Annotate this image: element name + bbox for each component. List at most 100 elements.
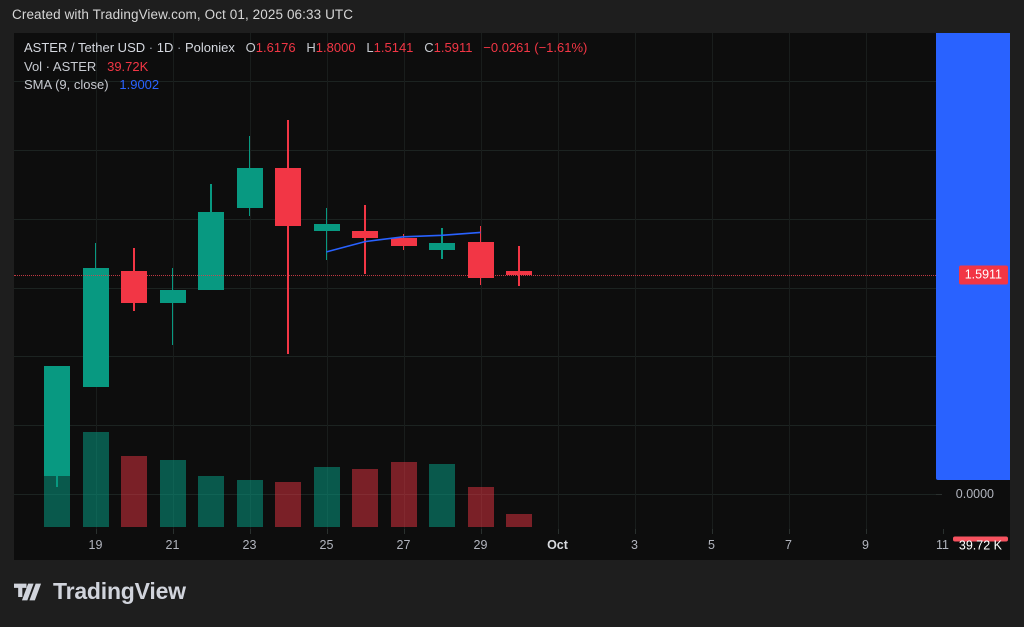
time-axis-label: 7 — [785, 538, 792, 552]
tradingview-logo-icon — [14, 583, 42, 600]
volume-bar — [159, 459, 186, 527]
candle-body — [44, 365, 70, 477]
chart-card[interactable]: 3.00002.50002.00001.50001.00000.50000.00… — [14, 33, 1010, 560]
sma-line — [326, 231, 481, 253]
sma-label: SMA (9, close) — [24, 77, 109, 92]
plot-area[interactable] — [14, 33, 936, 529]
time-axis-label: 9 — [862, 538, 869, 552]
sma-value: 1.9002 — [119, 77, 160, 92]
ohlc-low-value: 1.5141 — [373, 40, 414, 55]
time-axis-tick — [173, 529, 174, 534]
time-axis-label: 29 — [473, 538, 488, 552]
gridline-vertical — [404, 33, 405, 529]
candle-wick — [364, 204, 366, 274]
change-value: −0.0261 — [483, 40, 531, 55]
gridline-horizontal — [14, 218, 936, 220]
tradingview-wordmark: TradingView — [53, 578, 186, 604]
time-axis-tick — [250, 529, 251, 534]
candle-body — [82, 268, 109, 387]
gridline-vertical — [712, 33, 713, 529]
gridline-horizontal — [14, 494, 936, 495]
legend-row-volume[interactable]: Vol · ASTER 39.72K — [24, 58, 587, 77]
time-axis-label: 19 — [88, 538, 103, 552]
candle-body — [198, 211, 224, 291]
candle-body — [236, 167, 263, 208]
legend-interval: 1D — [156, 40, 174, 55]
time-axis-tick — [558, 529, 559, 534]
gridline-vertical — [173, 33, 174, 529]
candle-body — [121, 270, 147, 303]
candle-body — [467, 242, 494, 278]
volume-value: 39.72K — [107, 58, 149, 74]
ohlc-close-label: C — [424, 40, 434, 55]
candle-wick — [518, 246, 520, 286]
volume-bar — [506, 514, 532, 527]
time-axis-label: 25 — [319, 538, 334, 552]
legend-exchange: Poloniex — [184, 40, 235, 55]
gridline-vertical — [866, 33, 867, 529]
volume-bar — [467, 487, 494, 527]
gridline-vertical — [327, 33, 328, 529]
gridline-horizontal — [14, 356, 936, 358]
tradingview-footer[interactable]: TradingView — [14, 578, 186, 605]
time-axis-tick — [404, 529, 405, 534]
time-axis-label: 5 — [708, 538, 715, 552]
candle-wick — [287, 119, 289, 354]
volume-bar — [390, 462, 417, 527]
volume-bar — [82, 431, 109, 527]
gridline-vertical — [635, 33, 636, 529]
time-axis-label: 21 — [165, 538, 180, 552]
legend-sep-1: · — [148, 40, 154, 55]
time-axis-label: 11 — [936, 538, 949, 552]
gridline-vertical — [558, 33, 559, 529]
legend-row-symbol[interactable]: ASTER / Tether USD · 1D · Poloniex O1.61… — [24, 39, 587, 58]
volume-label: Vol · ASTER — [24, 58, 97, 74]
time-axis-tick — [481, 529, 482, 534]
legend-row-sma[interactable]: SMA (9, close) 1.9002 — [24, 76, 587, 95]
ohlc-open-label: O — [245, 40, 256, 55]
time-axis-label: 23 — [242, 538, 257, 552]
price-axis-tick — [936, 494, 942, 495]
time-axis-tick — [327, 529, 328, 534]
created-with-caption: Created with TradingView.com, Oct 01, 20… — [12, 7, 354, 22]
time-axis-tick — [712, 529, 713, 534]
time-axis-tick — [789, 529, 790, 534]
gridline-horizontal — [14, 149, 936, 151]
ohlc-close-value: 1.5911 — [433, 40, 473, 55]
time-axis-tick — [635, 529, 636, 534]
candle-body — [352, 231, 378, 238]
candle-body — [275, 167, 301, 226]
legend-symbol: ASTER / Tether USD — [24, 40, 146, 55]
last-price-line — [14, 274, 936, 276]
ohlc-low-label: L — [366, 40, 374, 55]
ohlc-open-value: 1.6176 — [255, 40, 296, 55]
time-axis-label: 3 — [631, 538, 638, 552]
time-axis-tick — [943, 529, 944, 534]
ohlc-high-label: H — [306, 40, 316, 55]
volume-bar — [236, 480, 263, 527]
gridline-horizontal — [14, 425, 936, 427]
candle-body — [159, 290, 186, 303]
time-scale[interactable]: 19 21 23 25 27 29 Oct 3 5 7 9 11 — [14, 529, 1010, 560]
time-axis-label: Oct — [547, 538, 568, 552]
price-axis-label: 0.0000 — [955, 487, 994, 501]
time-axis-tick — [96, 529, 97, 534]
gridline-vertical — [481, 33, 482, 529]
volume-bar — [352, 469, 378, 527]
candle-body — [390, 237, 417, 247]
change-percent: (−1.61%) — [534, 40, 588, 55]
gridline-vertical — [789, 33, 790, 529]
candle-wick — [325, 207, 328, 260]
candle-body — [313, 224, 340, 232]
volume-bar — [275, 481, 301, 527]
gridline-horizontal — [14, 81, 936, 82]
candle-wick — [171, 268, 174, 346]
last-price-tag: 1.5911 — [958, 265, 1008, 285]
volume-bar — [121, 455, 147, 527]
price-scale[interactable]: 3.00002.50002.00001.50001.00000.50000.00… — [936, 33, 1010, 553]
chart-legend: ASTER / Tether USD · 1D · Poloniex O1.61… — [24, 39, 587, 95]
legend-sep-2: · — [176, 40, 182, 55]
sma-value-tag: 1.9002 — [936, 33, 1010, 481]
gridline-horizontal — [14, 287, 936, 289]
